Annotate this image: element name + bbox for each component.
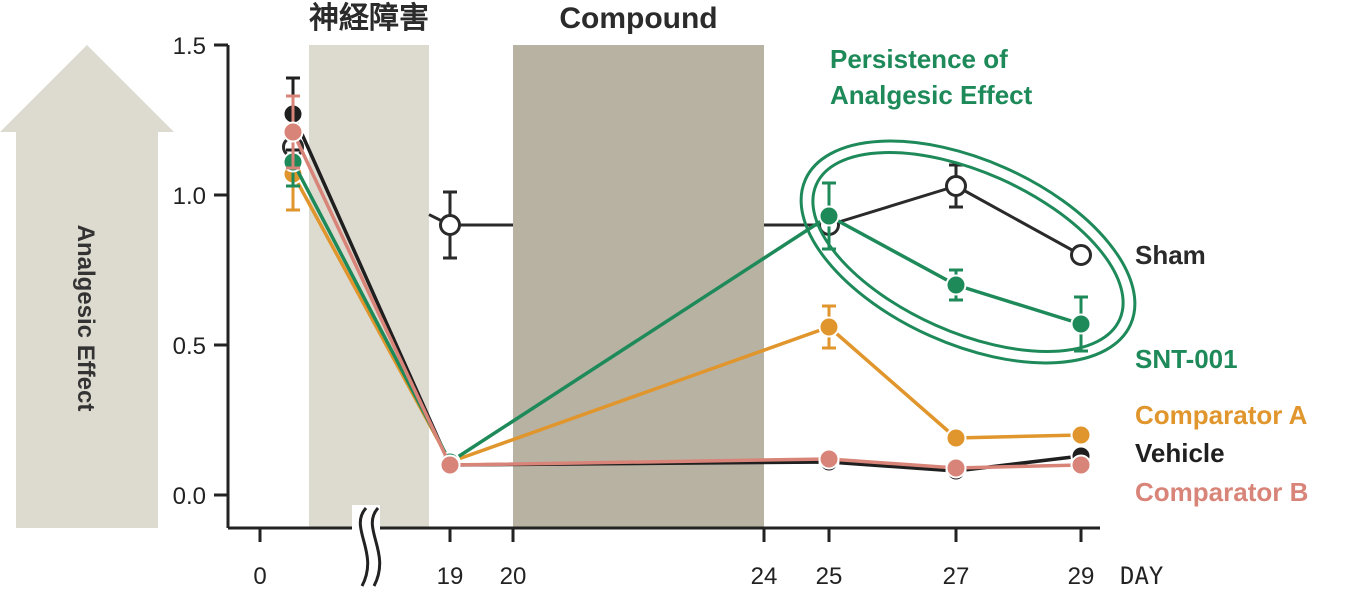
annotation-text: Persistence of xyxy=(830,44,1008,74)
band-compound xyxy=(513,45,764,528)
x-tick-label: 24 xyxy=(751,563,778,590)
data-point xyxy=(945,427,967,449)
x-tick-label: 19 xyxy=(437,563,464,590)
data-point xyxy=(1070,244,1092,266)
data-point xyxy=(945,274,967,296)
data-point xyxy=(818,316,840,338)
x-axis-label: DAY xyxy=(1120,562,1164,590)
data-point xyxy=(1070,313,1092,335)
y-tick-label: 0.5 xyxy=(173,333,206,360)
y-axis-arrow: Analgesic Effect xyxy=(0,45,174,528)
axis-break xyxy=(352,505,382,595)
data-point xyxy=(945,457,967,479)
series-comparator-b xyxy=(282,94,1092,479)
band-label-1: Compound xyxy=(559,2,717,35)
legend-comparator-b: Comparator B xyxy=(1135,477,1308,507)
y-tick-label: 1.0 xyxy=(173,183,206,210)
data-point xyxy=(818,448,840,470)
data-point xyxy=(282,121,304,143)
data-point xyxy=(439,454,461,476)
series-sham xyxy=(282,136,1092,266)
x-tick-label: 20 xyxy=(500,563,527,590)
y-tick-label: 1.5 xyxy=(173,33,206,60)
x-tick-label: 29 xyxy=(1068,563,1095,590)
data-point xyxy=(1070,454,1092,476)
x-tick-label: 27 xyxy=(943,563,970,590)
legend-comparator-a: Comparator A xyxy=(1135,400,1308,430)
series-line xyxy=(955,184,1082,257)
y-tick-label: 0.0 xyxy=(173,483,206,510)
annotation-ellipse-inner xyxy=(811,151,1125,353)
legend-sham: Sham xyxy=(1135,240,1206,270)
data-point xyxy=(945,175,967,197)
x-tick-label: 0 xyxy=(253,563,266,590)
data-point xyxy=(1070,424,1092,446)
data-point xyxy=(818,205,840,227)
legend-snt-001: SNT-001 xyxy=(1135,344,1238,374)
y-axis-label: Analgesic Effect xyxy=(72,225,99,412)
data-point xyxy=(439,214,461,236)
annotation-ellipse-outer xyxy=(799,139,1137,365)
x-tick-label: 25 xyxy=(816,563,843,590)
band-label-0: 神経障害 xyxy=(309,1,429,35)
annotation-text: Analgesic Effect xyxy=(830,80,1033,110)
series-line xyxy=(828,184,957,227)
legend-vehicle: Vehicle xyxy=(1135,438,1225,468)
